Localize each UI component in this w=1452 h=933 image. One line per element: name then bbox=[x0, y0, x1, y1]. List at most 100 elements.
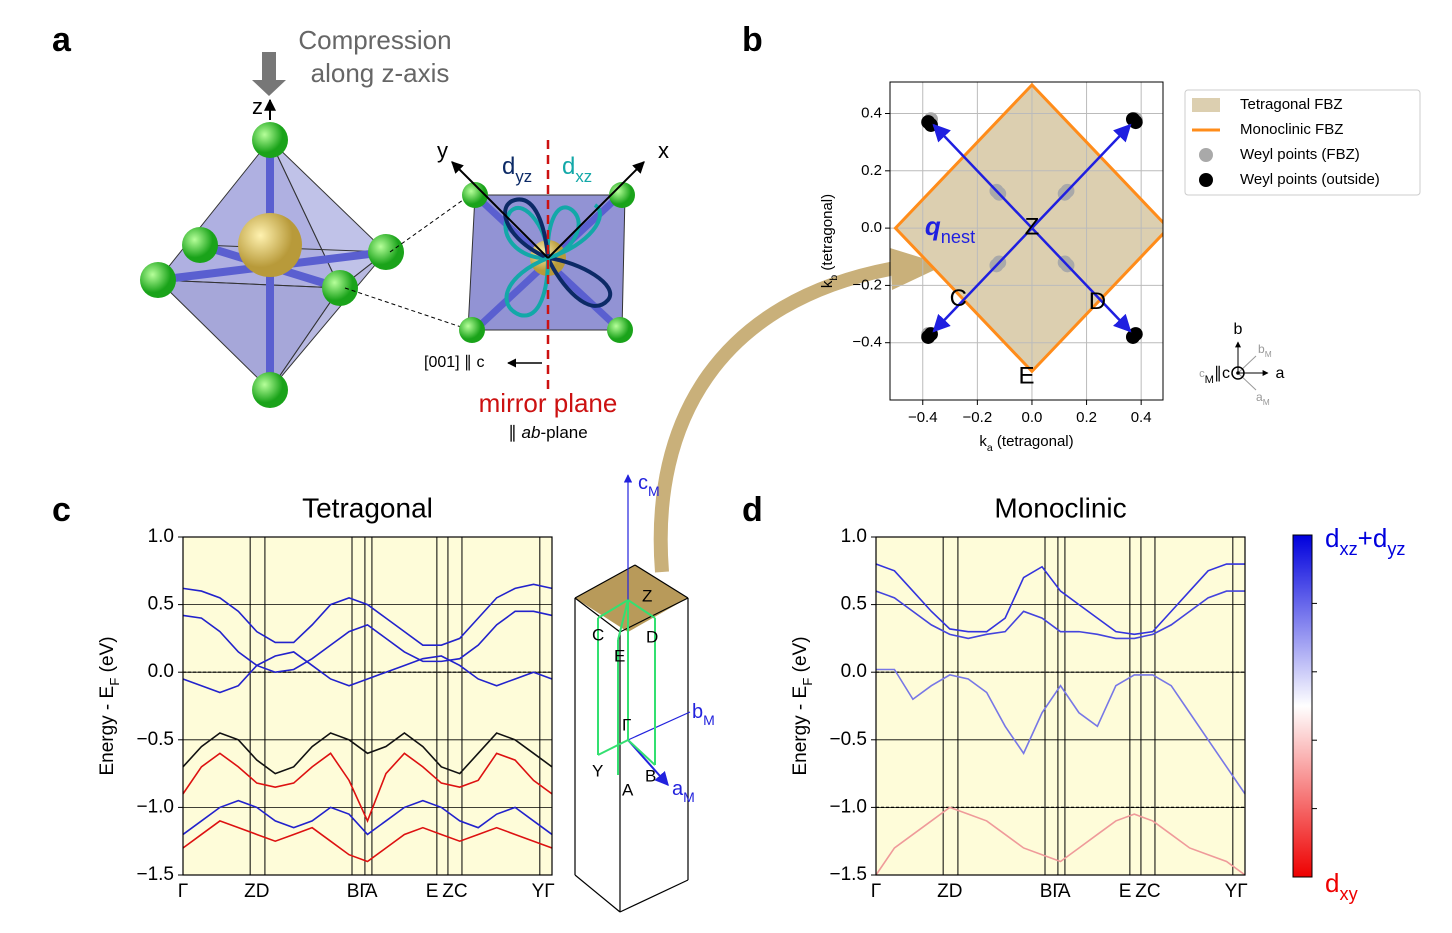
text-part: c bbox=[1199, 368, 1205, 380]
text-part: -plane bbox=[540, 423, 587, 442]
text-part: yz bbox=[1387, 539, 1405, 559]
kpoint-label: Y bbox=[592, 761, 603, 780]
connector-arrow bbox=[653, 261, 897, 573]
text-part: ab bbox=[522, 423, 541, 442]
legend-label: Weyl points (FBZ) bbox=[1240, 146, 1360, 163]
orbital-label: dxz bbox=[562, 153, 592, 186]
y-tick-label: −0.5 bbox=[829, 729, 867, 750]
text-part: a bbox=[987, 442, 993, 454]
y-axis-label: kb (tetragonal) bbox=[819, 194, 840, 288]
y-tick-label: −0.4 bbox=[852, 334, 882, 351]
text-part: xy bbox=[1339, 884, 1358, 904]
weyl-point bbox=[1125, 329, 1140, 344]
y-tick-label: 0.2 bbox=[861, 162, 882, 179]
plot-background bbox=[183, 537, 552, 875]
x-tick-label: BΓ bbox=[347, 881, 370, 902]
colorbar bbox=[1292, 534, 1313, 878]
x-tick-label: A bbox=[1058, 881, 1071, 902]
text-part: k bbox=[979, 433, 987, 450]
text-part: b bbox=[692, 701, 703, 723]
text-part: F bbox=[800, 678, 815, 686]
kpoint-label: Γ bbox=[622, 715, 631, 734]
x-tick-label: A bbox=[365, 881, 378, 902]
compass bbox=[1236, 371, 1240, 375]
text-part: d bbox=[562, 153, 575, 180]
band bbox=[182, 732, 553, 775]
unit-cell bbox=[574, 474, 691, 913]
chart-title: Tetragonal bbox=[302, 492, 433, 523]
text-part: Energy - E bbox=[790, 686, 811, 776]
kpoint-label: C bbox=[592, 625, 604, 644]
text-part: c bbox=[638, 472, 648, 494]
text-part: a bbox=[672, 778, 684, 800]
text-part: a bbox=[1256, 390, 1263, 404]
band bbox=[876, 668, 1246, 795]
annotation: along z-axis bbox=[311, 58, 450, 88]
text-part: M bbox=[1265, 349, 1272, 359]
kpoint-label: B bbox=[645, 766, 656, 785]
kpoint-label: A bbox=[622, 780, 634, 799]
text-part: yz bbox=[515, 167, 532, 186]
text-part: (eV) bbox=[790, 636, 811, 677]
axes-frame bbox=[875, 536, 1246, 876]
band bbox=[182, 610, 553, 674]
y-axis-label: Energy - EF (eV) bbox=[790, 636, 815, 775]
annotation: mirror plane bbox=[479, 388, 618, 418]
compass bbox=[1237, 355, 1257, 374]
text-part: Energy - E bbox=[97, 686, 118, 776]
kpoint-label: E bbox=[614, 646, 625, 665]
point-label: E bbox=[1018, 362, 1034, 389]
legend-swatch bbox=[1199, 173, 1213, 187]
panel-label: d bbox=[742, 491, 763, 529]
y-tick-label: 0.0 bbox=[841, 661, 867, 682]
y-tick-label: 0.0 bbox=[861, 219, 882, 236]
text-part: ∥ bbox=[508, 423, 521, 442]
y-tick-label: 0.5 bbox=[148, 594, 174, 615]
point-label: Z bbox=[1025, 213, 1040, 240]
text-part: M bbox=[703, 712, 715, 728]
band bbox=[182, 651, 553, 694]
kpoint-label: D bbox=[646, 627, 658, 646]
text-part: k bbox=[819, 280, 836, 288]
arrow-label: qnest bbox=[925, 211, 975, 247]
x-tick-label: ZD bbox=[244, 881, 269, 902]
x-tick-label: ZC bbox=[1135, 881, 1160, 902]
weyl-point bbox=[1128, 115, 1143, 130]
text-part: ∥c bbox=[1214, 365, 1230, 382]
annotation: Compression bbox=[298, 25, 451, 55]
text-part: b bbox=[1258, 342, 1265, 356]
text-part: q bbox=[925, 211, 941, 241]
panel-label: a bbox=[52, 21, 72, 59]
text-part: d bbox=[1325, 868, 1339, 898]
y-tick-label: −1.0 bbox=[136, 796, 174, 817]
text-part: +d bbox=[1358, 523, 1388, 553]
compass-label: aM bbox=[1256, 390, 1270, 407]
nesting-arrow bbox=[932, 123, 1132, 333]
compass bbox=[1237, 372, 1257, 391]
x-tick-label: YΓ bbox=[1225, 881, 1248, 902]
chart-title: Monoclinic bbox=[994, 492, 1126, 523]
compass-label: b bbox=[1234, 321, 1243, 338]
text-part: xz bbox=[1339, 539, 1357, 559]
compass-label: cM∥c bbox=[1199, 365, 1230, 386]
x-tick-label: 0.2 bbox=[1076, 409, 1097, 426]
y-tick-label: −0.5 bbox=[136, 729, 174, 750]
y-tick-label: −0.2 bbox=[852, 276, 882, 293]
panel-label: c bbox=[52, 491, 71, 529]
text-part: xz bbox=[575, 167, 592, 186]
axis-name: y bbox=[437, 138, 448, 163]
compass-label: bM bbox=[1258, 342, 1272, 359]
x-tick-label: BΓ bbox=[1040, 881, 1063, 902]
x-tick-label: 0.4 bbox=[1131, 409, 1152, 426]
x-tick-label: YΓ bbox=[532, 881, 555, 902]
x-tick-label: Γ bbox=[871, 881, 881, 902]
point-label: C bbox=[950, 285, 967, 312]
text-part: d bbox=[1325, 523, 1339, 553]
y-axis-label: Energy - EF (eV) bbox=[97, 636, 122, 775]
colorbar-label: dxy bbox=[1325, 868, 1359, 904]
legend-swatch bbox=[1199, 148, 1213, 162]
compass bbox=[1231, 366, 1245, 380]
band bbox=[875, 563, 1245, 636]
legend-label: Tetragonal FBZ bbox=[1240, 96, 1343, 113]
